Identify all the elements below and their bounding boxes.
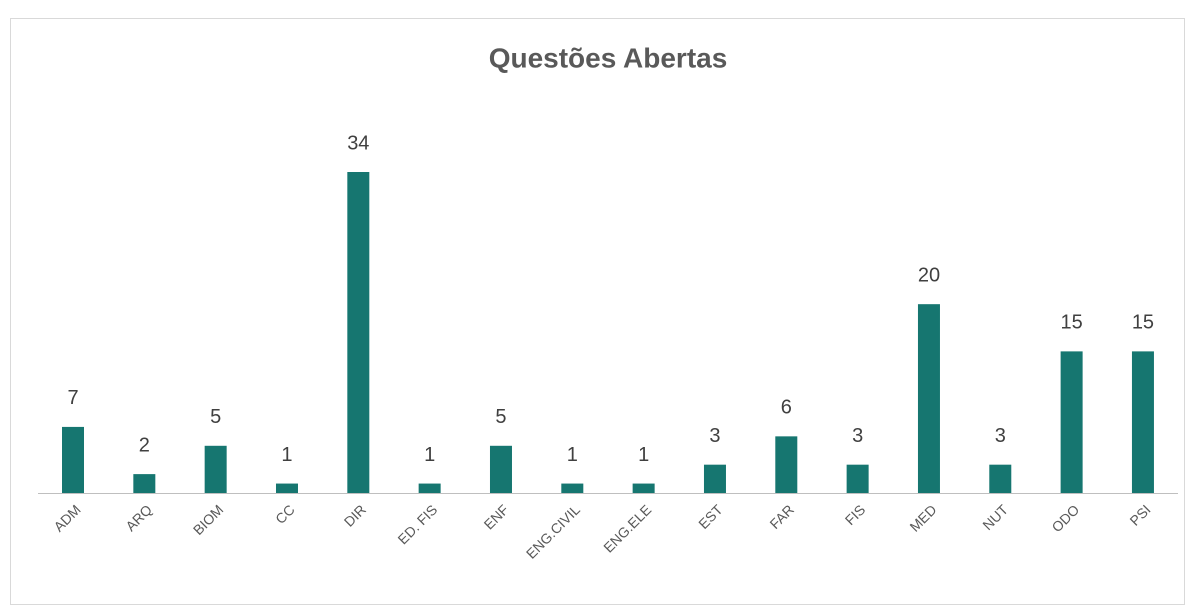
chart-frame (10, 18, 1185, 605)
data-label: 15 (1132, 312, 1154, 334)
bar (275, 483, 298, 493)
data-label: 5 (210, 406, 221, 428)
data-label: 15 (1060, 312, 1082, 334)
data-label: 2 (139, 434, 150, 456)
bar (1060, 351, 1083, 493)
data-label: 5 (495, 406, 506, 428)
data-label: 7 (67, 387, 78, 409)
data-label: 3 (852, 425, 863, 447)
bar (62, 426, 84, 493)
data-label: 1 (638, 444, 649, 466)
bar (347, 172, 370, 493)
bar (561, 483, 584, 493)
bar (989, 464, 1012, 493)
bar (204, 445, 227, 493)
bar (917, 304, 940, 493)
data-label: 1 (281, 444, 292, 466)
data-label: 20 (918, 264, 940, 286)
bar (703, 464, 726, 493)
bar (133, 474, 156, 493)
bar (489, 445, 512, 493)
bar (1131, 351, 1154, 493)
data-label: 1 (567, 444, 578, 466)
data-label: 1 (424, 444, 435, 466)
bar (418, 483, 441, 493)
data-label: 6 (781, 397, 792, 419)
data-label: 34 (347, 132, 369, 154)
bar (775, 436, 798, 493)
bar (632, 483, 655, 493)
data-label: 3 (995, 425, 1006, 447)
data-label: 3 (709, 425, 720, 447)
bar (846, 464, 869, 493)
chart-title: Questões Abertas (489, 42, 728, 73)
